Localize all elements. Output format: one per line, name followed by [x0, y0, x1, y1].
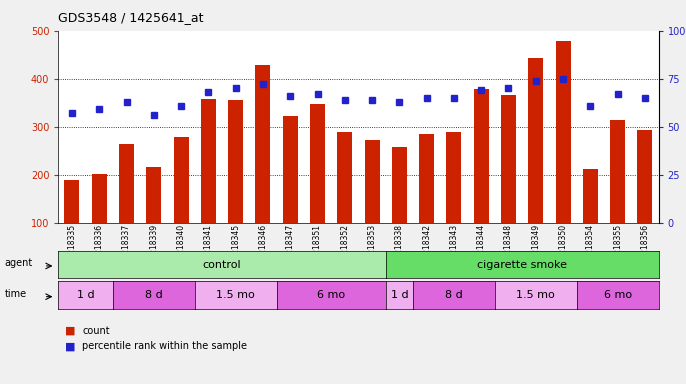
Bar — [283, 116, 298, 223]
Bar — [146, 167, 161, 223]
Text: 6 mo: 6 mo — [604, 290, 632, 300]
Bar — [556, 41, 571, 223]
Text: count: count — [82, 326, 110, 336]
Text: 8 d: 8 d — [145, 290, 163, 300]
Bar — [392, 147, 407, 223]
Bar — [201, 99, 216, 223]
Bar — [119, 144, 134, 223]
Bar — [528, 58, 543, 223]
Text: 1 d: 1 d — [390, 290, 408, 300]
Bar — [474, 89, 488, 223]
Text: 6 mo: 6 mo — [317, 290, 345, 300]
Bar — [92, 174, 107, 223]
Bar — [583, 169, 598, 223]
Bar — [447, 131, 462, 223]
Text: 8 d: 8 d — [445, 290, 463, 300]
Text: time: time — [5, 289, 27, 299]
Bar — [255, 65, 270, 223]
Text: agent: agent — [5, 258, 33, 268]
Bar — [338, 131, 353, 223]
Text: percentile rank within the sample: percentile rank within the sample — [82, 341, 248, 351]
Bar — [64, 180, 80, 223]
Text: ■: ■ — [65, 326, 75, 336]
Text: cigarette smoke: cigarette smoke — [477, 260, 567, 270]
Bar — [637, 130, 652, 223]
Bar — [419, 134, 434, 223]
Text: control: control — [202, 260, 241, 270]
Text: ■: ■ — [65, 341, 75, 351]
Text: 1.5 mo: 1.5 mo — [216, 290, 255, 300]
Text: 1 d: 1 d — [77, 290, 95, 300]
Bar — [174, 137, 189, 223]
Bar — [501, 94, 516, 223]
Text: GDS3548 / 1425641_at: GDS3548 / 1425641_at — [58, 12, 204, 25]
Bar — [228, 100, 243, 223]
Bar — [610, 121, 625, 223]
Text: 1.5 mo: 1.5 mo — [517, 290, 555, 300]
Bar — [310, 104, 325, 223]
Bar — [364, 140, 379, 223]
